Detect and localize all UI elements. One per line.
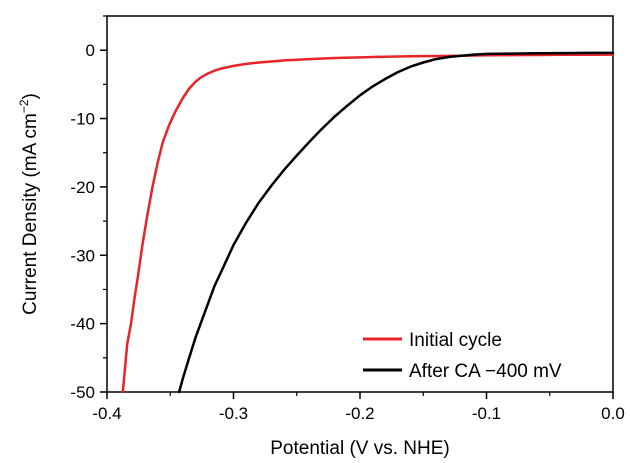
y-tick-label: 0 [86,41,95,60]
y-tick-label: -40 [70,315,95,334]
y-tick-label: -10 [70,110,95,129]
x-axis-label: Potential (V vs. NHE) [270,438,450,459]
x-tick-label: -0.2 [345,404,374,423]
y-tick-label: -50 [70,383,95,402]
y-tick-label: -30 [70,246,95,265]
y-axis-label: Current Density (mA cm−2) [17,93,41,315]
x-tick-label: -0.4 [92,404,121,423]
legend-label-initial: Initial cycle [409,330,502,351]
x-tick-label: 0.0 [601,404,625,423]
legend: Initial cycle After CA −400 mV [363,330,562,382]
series-layer [121,51,615,394]
y-axis-label-close: ) [20,93,41,99]
y-axis-label-main: Current Density (mA cm [20,113,41,315]
axis-ticks: -0.4 -0.3 -0.2 -0.1 0.0 0 -10 -20 -30 -40 -50 [70,15,625,423]
x-tick-label: -0.1 [472,404,501,423]
series-line-1 [177,51,615,394]
plot-frame [106,15,614,393]
x-tick-label: -0.3 [219,404,248,423]
series-line-0 [121,53,615,394]
y-axis-label-sup: −2 [17,99,31,113]
legend-label-after-ca: After CA −400 mV [409,361,562,382]
y-tick-label: -20 [70,178,95,197]
